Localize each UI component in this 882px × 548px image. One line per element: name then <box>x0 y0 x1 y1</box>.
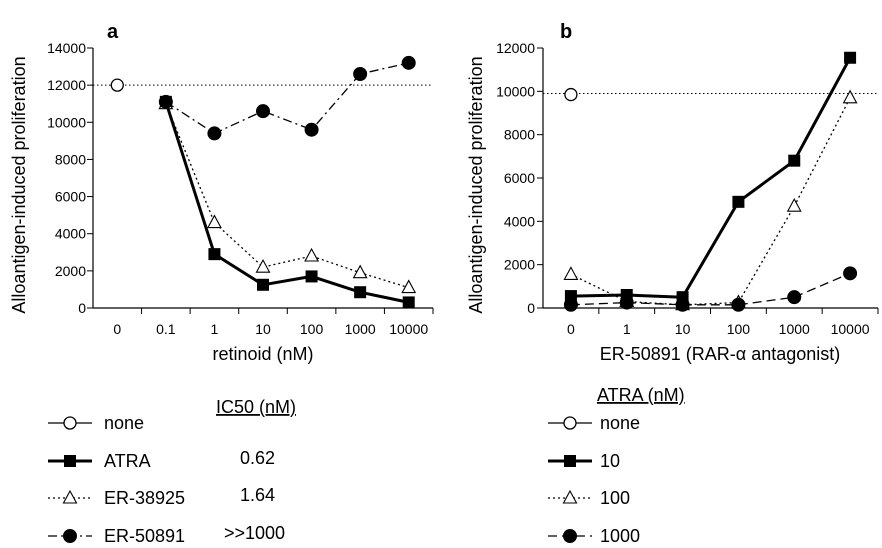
panel-b-point-100-5 <box>842 89 858 104</box>
panel-b-point-100-0 <box>563 266 579 280</box>
legend-a-label-er50891: ER-50891 <box>104 526 185 546</box>
legend-b-title: ATRA (nM) <box>597 385 685 405</box>
panel-b-point-1000-4 <box>787 290 802 305</box>
legend-a-label-atra: ATRA <box>104 451 151 471</box>
panel-a-xtick-label-10000: 10000 <box>389 321 428 337</box>
panel-a-ytick-label-6000: 6000 <box>55 189 86 205</box>
panel-a-xtick-label-1000: 1000 <box>345 321 376 337</box>
panel-a-point-atra-6 <box>402 296 415 309</box>
panel-a: a Alloantigen-induced proliferation reti… <box>9 21 434 364</box>
panel-a-xtick-label-10: 10 <box>255 321 271 337</box>
panel-b-series-line-10 <box>570 57 852 299</box>
panel-b-point-100-4 <box>786 198 802 212</box>
legend-a-label-er38925: ER-38925 <box>104 488 185 508</box>
panel-b-series-line-100 <box>570 97 851 306</box>
panel-a-point-er-50891-5 <box>353 67 368 81</box>
panel-b-ylabel: Alloantigen-induced proliferation <box>466 56 486 313</box>
panel-a-ytick-label-4000: 4000 <box>55 226 86 242</box>
panel-b-xlabel: ER-50891 (RAR-α antagonist) <box>600 344 841 364</box>
legend-b-marker-100 <box>562 489 578 504</box>
panel-a-point-atra-4 <box>305 270 318 283</box>
legend-a-marker-atra <box>64 455 76 467</box>
panel-a-point-er-50891-1 <box>158 94 173 109</box>
panel-b-xtick-label-100: 100 <box>727 321 751 337</box>
panel-b-ytick-label-6000: 6000 <box>504 170 535 186</box>
legend-b-label-none: none <box>600 413 640 433</box>
legend-a-ic50-er38925: 1.64 <box>240 485 275 505</box>
panel-a-ytick-label-12000: 12000 <box>47 77 86 93</box>
panel-b-point-10-3 <box>732 195 745 208</box>
legend-a-ic50-er50891: >>1000 <box>224 523 285 543</box>
panel-a-point-er-38925-5 <box>352 264 368 279</box>
panel-a-ytick-label-0: 0 <box>78 300 86 316</box>
legend-a: IC50 (nM) none ATRA ER-38925 ER-50891 0.… <box>48 397 296 546</box>
panel-b-ytick-label-2000: 2000 <box>504 257 535 273</box>
panel-a-point-er-38925-3 <box>255 258 271 273</box>
panel-a-point-er-38925-6 <box>401 279 417 294</box>
panel-a-series-line-er-38925 <box>165 103 409 289</box>
panel-a-series-line-atra <box>164 101 410 304</box>
panel-b-xtick-label-1: 1 <box>623 321 631 337</box>
legend-b-label-10: 10 <box>600 451 620 471</box>
panel-a-point-er-50891-2 <box>207 126 222 141</box>
panel-b-ytick-label-12000: 12000 <box>496 40 535 56</box>
panel-b-point-1000-1 <box>619 295 634 310</box>
panel-b-ytick-label-10000: 10000 <box>496 83 535 99</box>
panel-a-xtick-label-0-1: 0.1 <box>156 321 176 337</box>
panel-a-ytick-label-8000: 8000 <box>55 151 86 167</box>
panel-a-xtick-label-0: 0 <box>113 321 121 337</box>
panel-b-ytick-label-0: 0 <box>527 300 535 316</box>
panel-a-point-atra-3 <box>257 278 269 291</box>
legend-b-marker-none <box>563 416 577 430</box>
panel-b: b Alloantigen-induced proliferation ER-5… <box>466 21 879 364</box>
panel-b-point-10-5 <box>844 51 857 64</box>
panel-a-ytick-label-14000: 14000 <box>47 40 86 56</box>
legend-a-marker-er-38925 <box>62 489 78 504</box>
panel-a-xtick-label-1: 1 <box>211 321 219 337</box>
panel-a-point-er-38925-4 <box>304 247 319 262</box>
panel-b-point-1000-5 <box>843 266 858 281</box>
panel-b-ytick-label-8000: 8000 <box>504 127 535 143</box>
panel-b-xtick-label-10000: 10000 <box>831 321 870 337</box>
legend-a-label-none: none <box>104 413 144 433</box>
panel-a-point-none-0 <box>110 78 124 92</box>
panel-a-point-er-50891-6 <box>401 55 416 70</box>
panel-a-xtick-label-100: 100 <box>300 321 324 337</box>
panel-a-ylabel: Alloantigen-induced proliferation <box>9 56 29 313</box>
panel-a-point-er-38925-2 <box>207 214 222 229</box>
panel-b-xtick-label-0: 0 <box>567 321 575 337</box>
panel-a-label: a <box>107 21 119 43</box>
panel-b-point-1000-0 <box>563 297 578 312</box>
legend-b: ATRA (nM) none 10 100 1000 <box>548 385 685 546</box>
legend-a-ic50-atra: 0.62 <box>240 448 275 468</box>
legend-b-marker-1000 <box>563 529 577 543</box>
panel-b-ytick-label-4000: 4000 <box>504 213 535 229</box>
panel-a-ytick-label-10000: 10000 <box>47 114 86 130</box>
legend-b-marker-10 <box>564 455 576 467</box>
panel-b-point-1000-3 <box>731 297 746 312</box>
panel-b-series-line-1000 <box>570 272 851 306</box>
legend-a-marker-er-50891 <box>63 529 77 543</box>
panel-b-point-10-4 <box>788 154 801 167</box>
legend-b-label-100: 100 <box>600 488 630 508</box>
panel-b-label: b <box>560 21 572 43</box>
panel-b-xtick-label-1000: 1000 <box>779 321 810 337</box>
panel-b-point-1000-2 <box>675 297 690 312</box>
panel-a-point-atra-2 <box>208 248 221 261</box>
panel-a-ytick-label-2000: 2000 <box>55 263 86 279</box>
panel-a-point-er-50891-4 <box>304 122 319 137</box>
panel-a-point-er-50891-3 <box>256 104 270 119</box>
panel-a-xlabel: retinoid (nM) <box>212 344 313 364</box>
legend-a-title: IC50 (nM) <box>216 397 296 417</box>
panel-a-series-line-er-50891 <box>165 62 409 135</box>
legend-b-label-1000: 1000 <box>600 526 640 546</box>
panel-b-point-none-0 <box>564 87 578 102</box>
panel-b-xtick-label-10: 10 <box>675 321 691 337</box>
legend-a-marker-none <box>63 416 77 430</box>
panel-a-point-atra-5 <box>354 286 367 299</box>
